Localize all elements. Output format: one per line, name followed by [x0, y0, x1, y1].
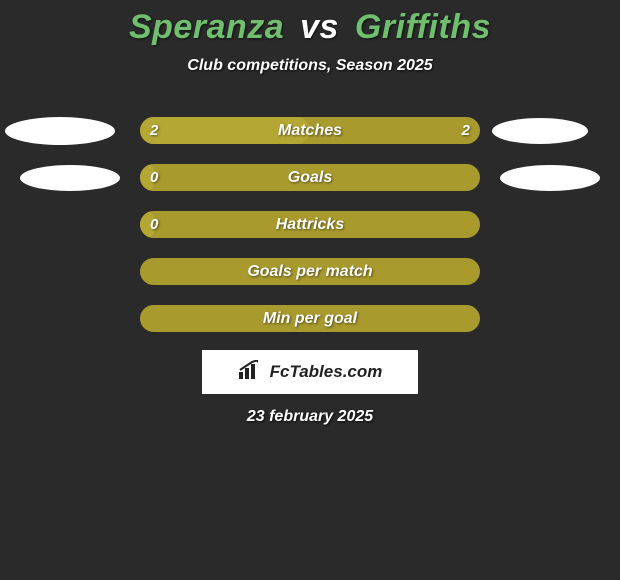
subtitle: Club competitions, Season 2025: [187, 57, 432, 75]
date-line: 23 february 2025: [247, 408, 373, 426]
logo-text: FcTables.com: [270, 362, 383, 382]
stat-row: Matches2 2: [0, 117, 620, 144]
stat-row: Goals per match: [0, 258, 620, 285]
player-a-name: Speranza: [129, 8, 284, 46]
comparison-card: Speranza vs Griffiths Club competitions,…: [0, 0, 620, 580]
logo-box: FcTables.com: [202, 350, 418, 394]
stat-value-left: 0: [150, 211, 190, 238]
left-range-ellipse: [20, 165, 120, 191]
stat-label: Min per goal: [140, 305, 480, 332]
stat-value-right: 2: [430, 117, 470, 144]
stat-row: Hattricks0: [0, 211, 620, 238]
player-b-name: Griffiths: [355, 8, 491, 46]
stat-label: Goals per match: [140, 258, 480, 285]
stat-label: Goals: [140, 164, 480, 191]
title-vs: vs: [300, 8, 339, 46]
stat-label: Hattricks: [140, 211, 480, 238]
stat-pill: Goals per match: [140, 258, 480, 285]
right-range-ellipse: [500, 165, 600, 191]
stat-rows: Matches22Goals0Hattricks0Goals per match…: [0, 117, 620, 332]
page-title: Speranza vs Griffiths: [129, 8, 491, 47]
stat-pill: Goals0: [140, 164, 480, 191]
stat-label: Matches: [140, 117, 480, 144]
stat-row: Min per goal: [0, 305, 620, 332]
stat-pill: Min per goal: [140, 305, 480, 332]
right-range-ellipse: [492, 118, 588, 144]
stat-pill: Matches2 2: [140, 117, 480, 144]
stat-row: Goals0: [0, 164, 620, 191]
left-range-ellipse: [5, 117, 115, 145]
stat-pill: Hattricks0: [140, 211, 480, 238]
stat-value-left: 2: [150, 117, 190, 144]
logo-chart-icon: [238, 360, 262, 385]
stat-value-left: 0: [150, 164, 190, 191]
